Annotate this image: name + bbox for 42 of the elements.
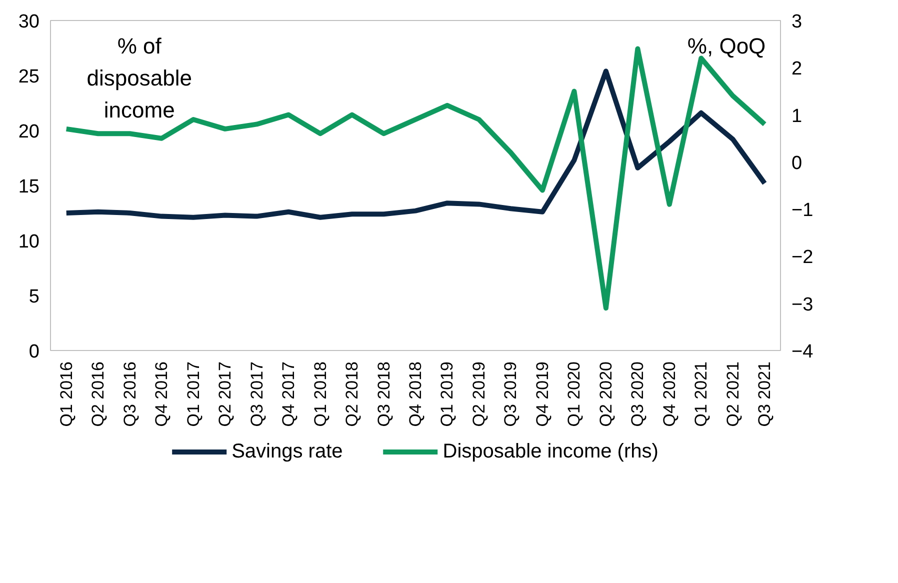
y2-tick-label: 2 [792,58,802,80]
x-tick-label: Q3 2019 [501,361,520,427]
x-tick-label: Q4 2018 [406,361,425,427]
x-tick-label: Q4 2019 [532,361,552,427]
y-tick-label: 20 [18,122,40,142]
x-tick-label: Q4 2016 [152,361,172,427]
x-tick-label: Q1 2019 [438,361,457,427]
x-tick-label: Q3 2017 [247,361,266,427]
x-tick-label: Q3 2021 [755,361,774,427]
x-tick-label: Q2 2020 [596,361,616,427]
y2-tick-label: 1 [792,106,802,127]
y2-tick-label: 3 [792,12,802,32]
y2-tick-label: −1 [792,200,814,222]
x-tick-label: Q1 2016 [56,361,76,427]
x-tick-label: Q2 2017 [216,361,235,427]
x-tick-label: Q1 2021 [692,361,711,427]
y-tick-label: 0 [28,342,40,362]
legend-label: Savings rate [232,440,343,463]
y-tick-label: 15 [18,176,40,198]
x-tick-label: Q2 2016 [88,361,108,427]
annotation: %, QoQ [687,34,766,59]
y-tick-label: 25 [18,66,40,88]
x-tick-label: Q3 2020 [628,361,648,427]
y2-tick-label: −4 [792,342,814,362]
y-tick-label: 10 [18,232,40,252]
annotation: % of disposable income [86,34,192,122]
x-tick-label: Q2 2021 [723,361,742,427]
legend-label: Disposable income (rhs) [442,440,658,463]
x-tick-label: Q3 2016 [120,361,140,427]
x-tick-label: Q2 2019 [469,361,488,427]
y-tick-label: 30 [18,12,40,32]
x-tick-label: Q4 2017 [279,361,298,427]
y-tick-label: 5 [28,286,40,308]
x-tick-label: Q3 2018 [374,361,394,427]
x-tick-label: Q2 2018 [342,361,362,427]
x-tick-label: Q1 2020 [564,361,584,427]
x-tick-label: Q1 2018 [310,361,330,427]
x-tick-label: Q1 2017 [184,361,203,427]
y2-tick-label: −3 [792,294,814,316]
y2-tick-label: −2 [792,247,814,268]
y2-tick-label: 0 [792,152,802,174]
x-tick-label: Q4 2020 [660,361,679,427]
